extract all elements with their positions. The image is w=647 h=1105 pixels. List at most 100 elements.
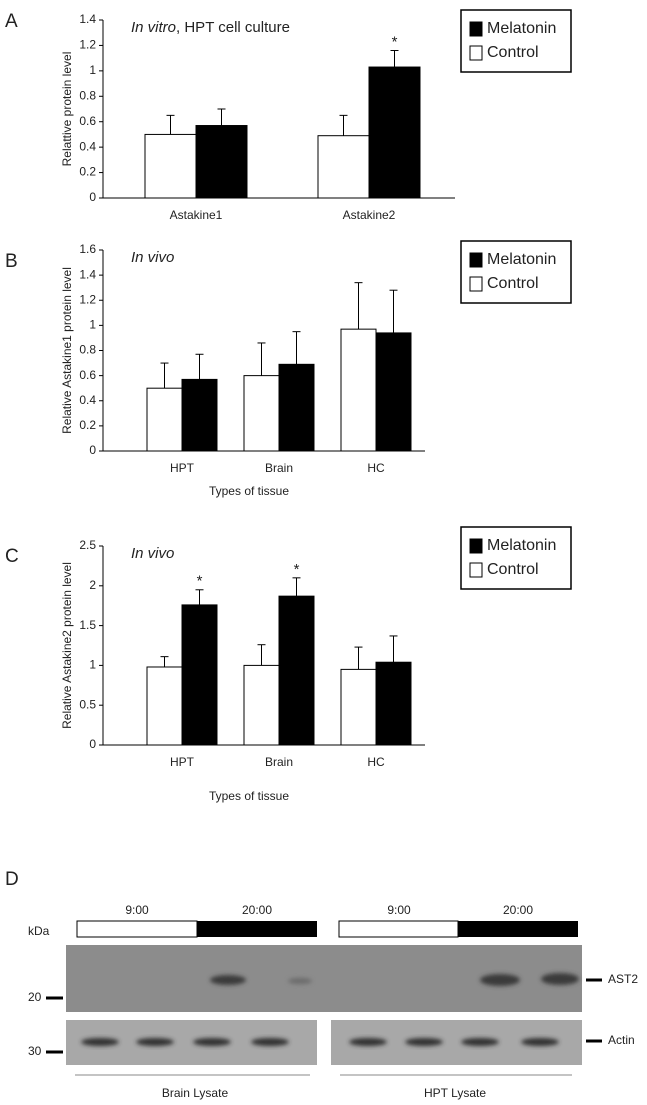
annotation-part: In vivo bbox=[131, 545, 174, 562]
legend-label: Melatonin bbox=[487, 251, 556, 268]
light-bar bbox=[76, 920, 198, 938]
y-tick-label: 1.2 bbox=[79, 292, 96, 306]
legend-label: Control bbox=[487, 275, 539, 292]
bar bbox=[278, 363, 315, 452]
y-tick-label: 2.5 bbox=[79, 538, 96, 552]
y-tick-label: 0.4 bbox=[79, 139, 96, 153]
y-tick-label: 1.6 bbox=[79, 242, 96, 256]
bar bbox=[340, 668, 377, 746]
y-tick-label: 2 bbox=[89, 578, 96, 592]
bar bbox=[144, 133, 197, 199]
x-tick-label: HPT bbox=[170, 755, 195, 769]
legend-label: Melatonin bbox=[487, 537, 556, 554]
y-tick-label: 0.2 bbox=[79, 418, 96, 432]
y-tick-label: 1.4 bbox=[79, 12, 96, 26]
y-tick-label: 1 bbox=[89, 318, 96, 332]
legend-swatch bbox=[469, 538, 483, 554]
dark-bar bbox=[197, 921, 317, 937]
legend-swatch bbox=[469, 252, 483, 268]
annotation-part: In vivo bbox=[131, 249, 174, 266]
legend-swatch bbox=[469, 45, 483, 61]
x-tick-label: HPT bbox=[170, 461, 195, 475]
marker-label: 30 bbox=[28, 1044, 42, 1058]
y-tick-label: 0.6 bbox=[79, 114, 96, 128]
lysate-label: Brain Lysate bbox=[162, 1086, 229, 1100]
annotation: In vivo bbox=[131, 249, 174, 266]
y-tick-label: 0 bbox=[89, 190, 96, 204]
y-tick-label: 0 bbox=[89, 443, 96, 457]
marker-label: 20 bbox=[28, 990, 42, 1004]
legend-label: Melatonin bbox=[487, 20, 556, 37]
bands bbox=[210, 973, 579, 986]
panel-d: D kDa 9:00 20:00 9:00 20:00 20 30 AST2 A… bbox=[5, 869, 638, 1100]
bar bbox=[195, 125, 248, 199]
bar bbox=[375, 332, 412, 452]
bar bbox=[243, 664, 280, 746]
y-tick-label: 1 bbox=[89, 63, 96, 77]
legend-label: Control bbox=[487, 44, 539, 61]
x-tick-label: HC bbox=[367, 755, 385, 769]
annotation-part: In vitro bbox=[131, 19, 176, 36]
x-tick-label: Brain bbox=[265, 461, 293, 475]
x-axis-label: Types of tissue bbox=[209, 484, 289, 498]
bar bbox=[181, 378, 218, 452]
legend-swatch bbox=[469, 562, 483, 578]
x-tick-label: Brain bbox=[265, 755, 293, 769]
bar bbox=[243, 375, 280, 452]
bar bbox=[375, 661, 412, 746]
y-tick-label: 1.5 bbox=[79, 618, 96, 632]
annotation-part: , HPT cell culture bbox=[176, 19, 290, 36]
y-tick-label: 0.6 bbox=[79, 368, 96, 382]
x-tick-label: Astakine2 bbox=[343, 208, 396, 222]
y-axis-label: Relative Astakine2 protein level bbox=[60, 562, 74, 729]
bar bbox=[368, 66, 421, 199]
band-label: AST2 bbox=[608, 972, 638, 986]
light-bar bbox=[338, 920, 459, 938]
panel-label: D bbox=[5, 869, 19, 890]
y-tick-label: 1.2 bbox=[79, 38, 96, 52]
bar bbox=[146, 666, 183, 746]
y-axis-label: Relattive protein level bbox=[60, 52, 74, 167]
y-tick-label: 0.5 bbox=[79, 697, 96, 711]
time-label: 9:00 bbox=[125, 903, 149, 917]
legend-box bbox=[460, 526, 572, 590]
y-tick-label: 1 bbox=[89, 658, 96, 672]
legend-swatch bbox=[469, 276, 483, 292]
bar bbox=[278, 595, 315, 746]
bands bbox=[81, 1038, 559, 1046]
y-tick-label: 1.4 bbox=[79, 267, 96, 281]
time-label: 20:00 bbox=[242, 903, 272, 917]
bar bbox=[181, 604, 218, 746]
legend-swatch bbox=[469, 21, 483, 37]
legend-box bbox=[460, 9, 572, 73]
x-tick-label: Astakine1 bbox=[170, 208, 223, 222]
annotation: In vitro, HPT cell culture bbox=[131, 19, 290, 36]
bar bbox=[146, 387, 183, 452]
y-tick-label: 0.4 bbox=[79, 393, 96, 407]
y-tick-label: 0.8 bbox=[79, 343, 96, 357]
unit-label: kDa bbox=[28, 924, 50, 938]
y-tick-label: 0.8 bbox=[79, 88, 96, 102]
x-tick-label: HC bbox=[367, 461, 385, 475]
annotation: In vivo bbox=[131, 545, 174, 562]
y-axis-label: Relative Astakine1 protein level bbox=[60, 267, 74, 434]
band-label: Actin bbox=[608, 1033, 635, 1047]
significance-label: * bbox=[197, 573, 203, 590]
panel-label: A bbox=[5, 11, 18, 32]
legend-label: Control bbox=[487, 561, 539, 578]
significance-label: * bbox=[392, 33, 398, 50]
panel-label: C bbox=[5, 546, 19, 567]
significance-label: * bbox=[294, 561, 300, 578]
dark-bar bbox=[458, 921, 578, 937]
time-label: 9:00 bbox=[387, 903, 411, 917]
lysate-label: HPT Lysate bbox=[424, 1086, 486, 1100]
time-label: 20:00 bbox=[503, 903, 533, 917]
x-axis-label: Types of tissue bbox=[209, 789, 289, 803]
panel-label: B bbox=[5, 251, 18, 272]
y-tick-label: 0.2 bbox=[79, 165, 96, 179]
y-tick-label: 0 bbox=[89, 737, 96, 751]
bar bbox=[340, 328, 377, 452]
bar bbox=[317, 135, 370, 199]
legend-box bbox=[460, 240, 572, 304]
